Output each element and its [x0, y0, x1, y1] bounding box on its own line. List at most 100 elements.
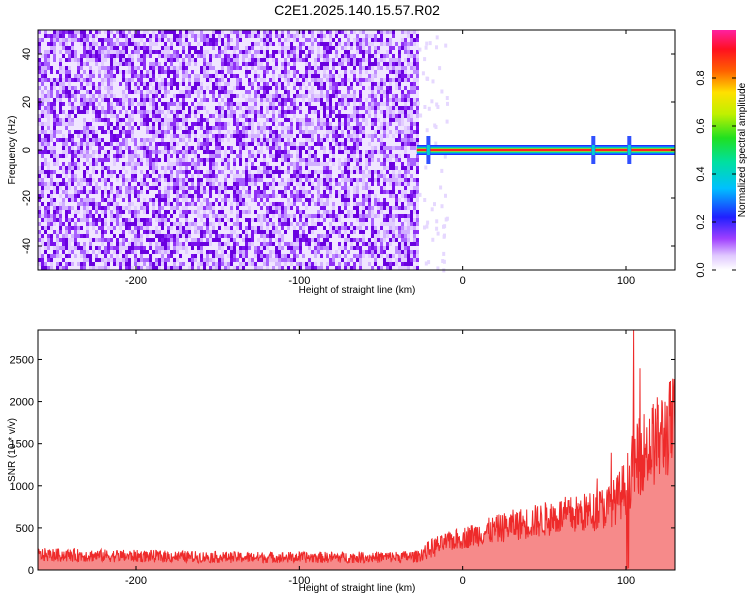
heat-cell — [77, 162, 80, 166]
heat-cell — [89, 190, 92, 194]
heat-cell — [92, 254, 95, 258]
heat-cell — [242, 202, 245, 206]
heat-cell — [266, 262, 269, 266]
heat-cell — [140, 194, 143, 198]
heat-cell — [203, 114, 206, 118]
heat-cell — [47, 138, 50, 142]
heat-cell — [131, 122, 134, 126]
heat-cell — [77, 262, 80, 266]
heat-cell — [47, 250, 50, 254]
heat-cell — [167, 138, 170, 142]
heat-cell — [89, 118, 92, 122]
heat-cell — [275, 114, 278, 118]
heat-cell — [74, 254, 77, 258]
heat-cell — [110, 262, 113, 266]
heat-cell — [155, 34, 158, 38]
heat-cell — [107, 30, 110, 34]
heat-cell — [146, 158, 149, 162]
heat-cell — [257, 202, 260, 206]
heat-cell — [44, 254, 47, 258]
heat-cell — [212, 58, 215, 62]
heat-cell — [272, 94, 275, 98]
heat-cell — [170, 214, 173, 218]
heat-cell — [230, 222, 233, 226]
heat-cell — [146, 174, 149, 178]
heat-cell — [218, 58, 221, 62]
heat-cell — [236, 194, 239, 198]
heat-cell — [47, 62, 50, 66]
heat-cell — [140, 118, 143, 122]
heat-cell — [74, 162, 77, 166]
heat-cell — [239, 138, 242, 142]
heat-cell — [191, 166, 194, 170]
heat-cell — [227, 130, 230, 134]
heat-cell — [275, 106, 278, 110]
heat-cell — [215, 118, 218, 122]
heat-cell — [164, 146, 167, 150]
heat-cell — [155, 126, 158, 130]
heat-cell — [212, 150, 215, 154]
heat-cell — [278, 146, 281, 150]
heat-cell — [86, 122, 89, 126]
heat-cell — [122, 90, 125, 94]
heat-cell — [71, 62, 74, 66]
heat-cell — [203, 190, 206, 194]
heat-cell — [251, 114, 254, 118]
heat-cell — [263, 122, 266, 126]
heat-cell — [251, 166, 254, 170]
heat-cell — [191, 58, 194, 62]
heat-cell — [155, 82, 158, 86]
heat-cell — [236, 218, 239, 222]
heat-cell — [107, 142, 110, 146]
heat-cell — [161, 166, 164, 170]
heat-cell — [179, 150, 182, 154]
heat-cell — [281, 102, 284, 106]
heat-cell — [194, 194, 197, 198]
heat-cell — [104, 182, 107, 186]
heat-cell — [83, 226, 86, 230]
heat-cell — [158, 150, 161, 154]
heat-cell — [215, 34, 218, 38]
heat-cell — [209, 242, 212, 246]
heat-cell — [227, 122, 230, 126]
heat-cell — [131, 78, 134, 82]
heat-cell — [224, 198, 227, 202]
heat-cell — [284, 54, 287, 58]
heat-cell — [254, 118, 257, 122]
heat-cell — [164, 134, 167, 138]
heat-cell — [50, 42, 53, 46]
heat-cell — [239, 106, 242, 110]
heat-cell — [191, 142, 194, 146]
heat-cell — [257, 186, 260, 190]
heat-cell — [188, 54, 191, 58]
heat-cell — [239, 254, 242, 258]
heat-cell — [200, 250, 203, 254]
heat-cell — [245, 198, 248, 202]
heat-cell — [89, 194, 92, 198]
heat-cell — [209, 66, 212, 70]
heat-cell — [134, 258, 137, 262]
heat-cell — [242, 58, 245, 62]
heat-cell — [194, 42, 197, 46]
heat-cell — [176, 194, 179, 198]
heat-cell — [77, 110, 80, 114]
heat-cell — [194, 214, 197, 218]
heat-cell — [152, 54, 155, 58]
heat-cell — [77, 202, 80, 206]
heat-cell — [77, 30, 80, 34]
heat-cell — [122, 162, 125, 166]
heat-cell — [206, 30, 209, 34]
heat-cell — [227, 238, 230, 242]
heat-cell — [83, 70, 86, 74]
heat-cell — [167, 250, 170, 254]
heat-cell — [86, 262, 89, 266]
heat-cell — [122, 74, 125, 78]
heat-cell — [164, 70, 167, 74]
heat-cell — [179, 146, 182, 150]
heat-cell — [128, 94, 131, 98]
heat-cell — [38, 54, 41, 58]
heat-cell — [68, 46, 71, 50]
heat-cell — [197, 266, 200, 270]
heat-cell — [86, 38, 89, 42]
heat-cell — [47, 230, 50, 234]
